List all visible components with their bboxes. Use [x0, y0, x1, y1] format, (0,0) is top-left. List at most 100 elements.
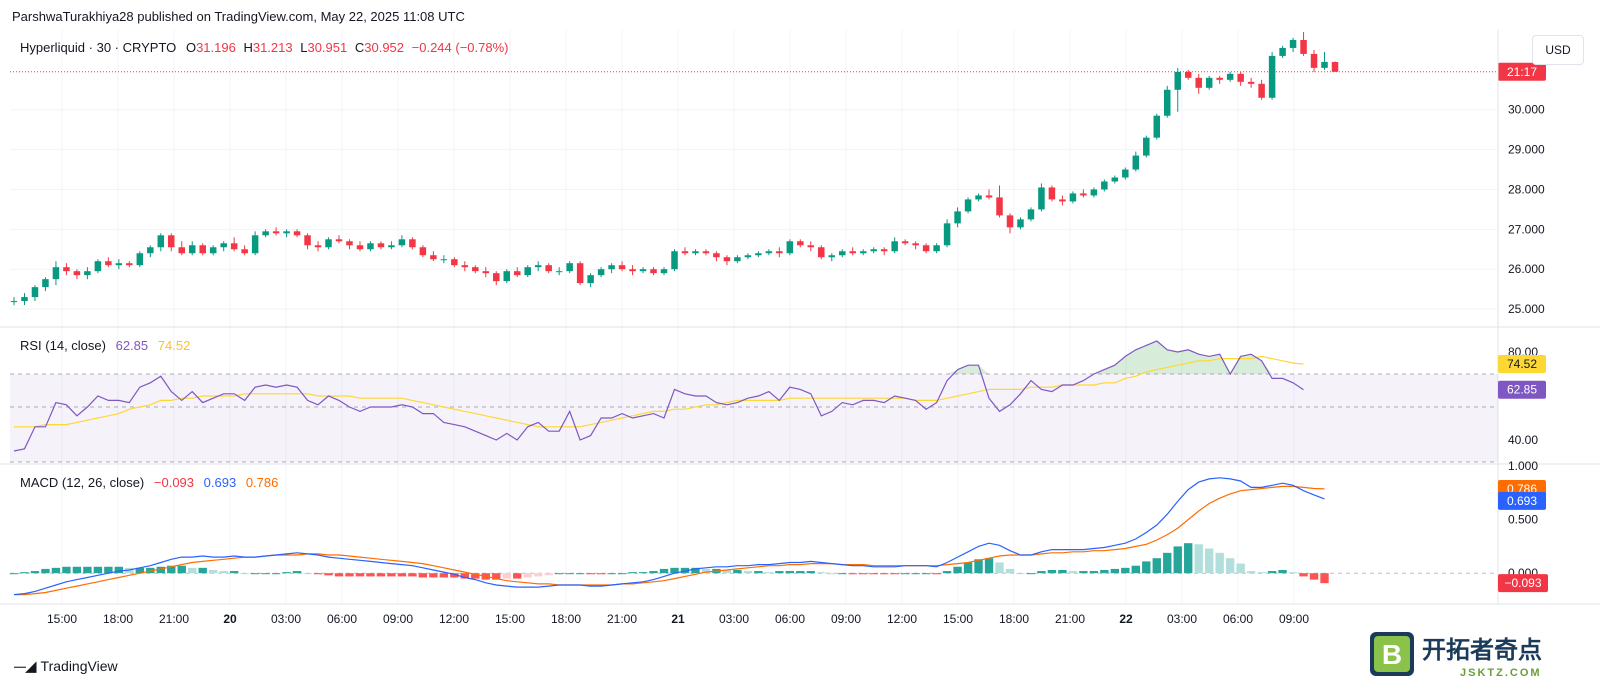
macd-hist-bar — [471, 573, 480, 579]
macd-hist-bar — [156, 566, 165, 574]
macd-hist-bar — [1288, 572, 1298, 574]
candle-body — [1258, 83, 1265, 98]
macd-hist-bar — [649, 571, 658, 574]
macd-line — [13, 477, 1325, 596]
macd-hist-bar — [219, 571, 228, 574]
low-value: 30.951 — [307, 40, 348, 55]
macd-hist-bar — [974, 559, 983, 574]
candle-body — [472, 267, 479, 272]
candle-body — [734, 257, 741, 262]
time-axis-label: 12:00 — [439, 612, 469, 626]
price-axis-label: 27.000 — [1508, 222, 1545, 236]
candle-body — [524, 267, 531, 276]
macd-hist-bar — [1110, 568, 1120, 574]
time-axis-label: 15:00 — [495, 612, 525, 626]
candle-body — [912, 243, 919, 246]
time-axis-label: 12:00 — [887, 612, 917, 626]
macd-title[interactable]: MACD (12, 26, close) — [20, 475, 145, 490]
candle-body — [356, 245, 364, 250]
candle-body — [1237, 73, 1244, 82]
macd-hist-bar — [355, 573, 365, 577]
macd-hist-bar — [1026, 573, 1036, 575]
candle-body — [493, 273, 500, 282]
price-axis-label: 25.000 — [1508, 302, 1545, 316]
macd-hist-bar — [775, 571, 784, 574]
time-axis-label: 18:00 — [999, 612, 1029, 626]
tradingview-logo[interactable]: ⏤◢ TradingView — [14, 657, 118, 675]
macd-hist-bar — [900, 573, 910, 575]
candle-body — [618, 265, 626, 270]
rsi-title[interactable]: RSI (14, close) — [20, 338, 106, 353]
macd-hist-bar — [659, 568, 669, 574]
candle-body — [797, 241, 804, 246]
macd-hist-bar — [932, 573, 941, 575]
time-axis-label: 22 — [1119, 612, 1133, 626]
macd-hist-bar — [334, 573, 344, 577]
candle-body — [105, 261, 112, 266]
candle-body — [1006, 215, 1014, 228]
macd-hist-bar — [1184, 543, 1193, 574]
candle-body — [880, 249, 888, 252]
symbol-label[interactable]: Hyperliquid · 30 · CRYPTO — [20, 40, 177, 55]
candle-body — [188, 245, 196, 254]
price-axis-label: 30.000 — [1508, 103, 1545, 117]
macd-hist-bar — [261, 573, 270, 575]
candle-body — [702, 251, 710, 254]
macd-hist-bar — [429, 573, 438, 578]
candle-body — [430, 255, 437, 260]
macd-hist-bar — [502, 573, 511, 579]
candle-body — [576, 263, 584, 284]
candle-body — [534, 265, 542, 268]
macd-hist-bar — [848, 573, 857, 575]
currency-button[interactable]: USD — [1532, 35, 1584, 65]
macd-hist-bar — [1037, 571, 1046, 574]
time-axis-label: 06:00 — [775, 612, 805, 626]
watermark-logo-icon-inner — [1374, 636, 1410, 672]
macd-hist-bar — [911, 573, 920, 575]
candle-body — [765, 251, 773, 254]
macd-hist-bar — [135, 567, 145, 574]
time-axis-label: 18:00 — [103, 612, 133, 626]
candle-body — [42, 279, 49, 288]
macd-hist-bar — [51, 567, 61, 574]
candle-body — [1038, 187, 1045, 210]
rsi-line — [13, 340, 1304, 452]
candle-body — [73, 271, 81, 276]
candle-body — [985, 195, 993, 198]
candle-body — [713, 253, 720, 258]
candle-body — [136, 253, 144, 266]
candle-body — [63, 267, 70, 272]
candle-body — [786, 241, 794, 254]
ohlc-close: C30.952 — [355, 40, 404, 55]
candle-body — [346, 241, 353, 246]
chart-background — [0, 28, 1600, 628]
candle-body — [1268, 55, 1276, 98]
close-label: C — [354, 40, 365, 55]
candle-body — [126, 263, 133, 266]
candle-body — [293, 231, 301, 236]
macd-hist-bar — [1225, 558, 1235, 574]
macd-hist-bar — [984, 558, 994, 574]
candle-body — [272, 231, 280, 234]
macd-hist-bar — [607, 573, 616, 575]
rsi-legend: RSI (14, close) 62.85 74.52 — [20, 338, 196, 353]
macd-hist-bar — [1089, 571, 1099, 574]
candle-body — [1132, 155, 1140, 170]
macd-hist-bar — [1079, 571, 1088, 574]
candle-body — [513, 271, 521, 276]
macd-line-tag-label: 0.693 — [1507, 494, 1537, 508]
candle-body — [1195, 77, 1202, 88]
candle-body — [1027, 209, 1035, 220]
rsi-value-tag-label: 62.85 — [1507, 383, 1537, 397]
rsi-ma-line — [14, 355, 1304, 428]
macd-hist-bar — [544, 573, 553, 576]
macd-hist-bar — [41, 568, 50, 574]
candle-body — [964, 199, 972, 212]
candle-body — [1059, 199, 1066, 202]
watermark-logo-letter: B — [1382, 639, 1402, 670]
macd-hist-bar — [513, 573, 522, 579]
candle-body — [262, 231, 269, 236]
candle-body — [84, 271, 91, 276]
candle-body — [304, 235, 311, 246]
